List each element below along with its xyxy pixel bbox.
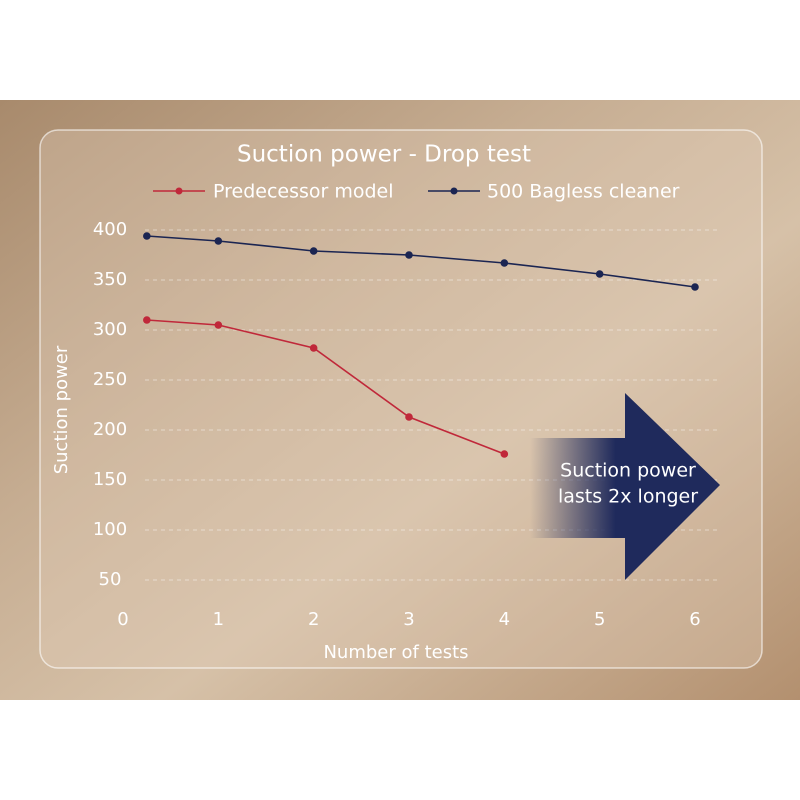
data-point — [405, 413, 413, 421]
y-tick-label: 100 — [93, 519, 127, 540]
y-tick-label: 50 — [99, 569, 122, 590]
data-point — [500, 259, 509, 267]
data-point — [691, 283, 699, 291]
background — [0, 100, 800, 700]
data-point — [595, 270, 604, 278]
chart-title: Suction power - Drop test — [237, 142, 531, 168]
x-axis-label: Number of tests — [323, 642, 468, 663]
x-tick-label: 1 — [213, 609, 224, 630]
y-axis-label: Suction power — [51, 345, 72, 474]
panel — [39, 129, 763, 669]
legend-label: 500 Bagless cleaner — [487, 181, 680, 203]
data-point — [500, 450, 509, 458]
y-tick-label: 400 — [93, 219, 127, 240]
annotation-text: Suction power — [560, 460, 696, 482]
y-tick-label: 150 — [93, 469, 127, 490]
arrow-shape — [530, 393, 720, 580]
y-tick-label: 350 — [93, 269, 127, 290]
y-tick-label: 250 — [93, 369, 127, 390]
annotation-text: lasts 2x longer — [558, 486, 698, 508]
data-point — [143, 232, 151, 240]
data-point — [214, 237, 223, 245]
x-tick-label: 0 — [117, 609, 128, 630]
legend-label: Predecessor model — [213, 181, 394, 203]
x-tick-label: 6 — [689, 609, 700, 630]
y-tick-label: 300 — [93, 319, 127, 340]
annotation-arrow: Suction power lasts 2x longer — [530, 393, 720, 580]
data-point — [143, 316, 151, 324]
x-tick-label: 4 — [499, 609, 510, 630]
data-point — [309, 344, 318, 352]
data-point — [309, 247, 318, 255]
x-tick-label: 2 — [308, 609, 319, 630]
data-point — [405, 251, 413, 259]
legend-marker — [175, 187, 183, 195]
legend-marker — [450, 187, 458, 195]
x-tick-label: 5 — [594, 609, 605, 630]
y-tick-label: 200 — [93, 419, 127, 440]
data-point — [214, 321, 223, 329]
x-tick-label: 3 — [403, 609, 414, 630]
